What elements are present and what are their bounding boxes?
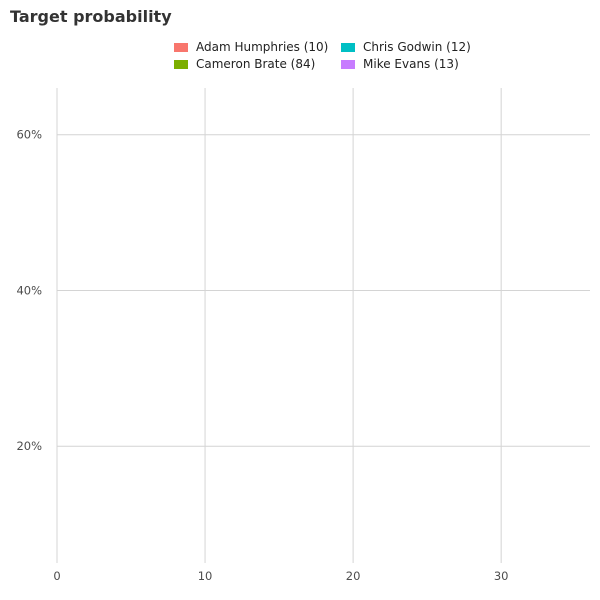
y-tick-label: 20% [16,439,42,453]
legend-label: Mike Evans (13) [363,57,459,71]
legend-label: Cameron Brate (84) [196,57,316,71]
legend-item-cameron-brate: Cameron Brate (84) [174,57,315,71]
legend: Adam Humphries (10) Chris Godwin (12) Ca… [174,40,494,74]
x-tick-label: 10 [198,569,213,583]
legend-swatch [341,42,355,52]
chart-title: Target probability [10,7,172,26]
x-tick-label: 20 [346,569,361,583]
x-tick-label: 30 [494,569,509,583]
y-tick-label: 60% [16,128,42,142]
legend-item-mike-evans: Mike Evans (13) [341,57,459,71]
legend-item-adam-humphries: Adam Humphries (10) [174,40,328,54]
legend-swatch [174,42,188,52]
legend-swatch [174,59,188,69]
x-tick-label: 0 [53,569,60,583]
legend-label: Adam Humphries (10) [196,40,329,54]
y-tick-label: 40% [16,283,42,297]
legend-swatch [341,59,355,69]
legend-label: Chris Godwin (12) [363,40,471,54]
legend-item-chris-godwin: Chris Godwin (12) [341,40,471,54]
